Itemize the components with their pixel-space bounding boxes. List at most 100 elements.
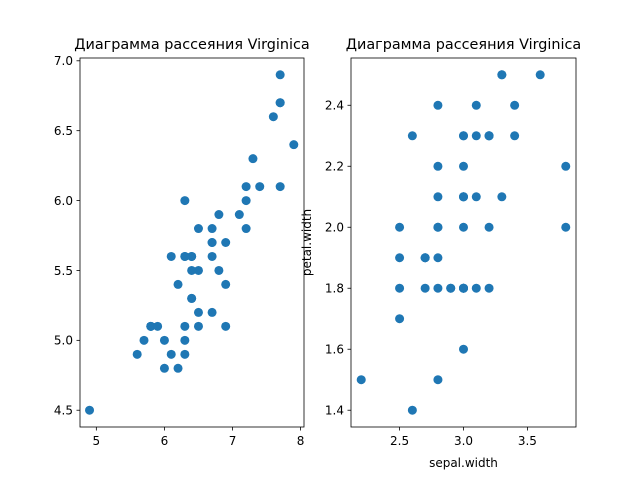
right-scatter-point	[510, 100, 520, 110]
right-scatter-point	[484, 131, 494, 141]
right-scatter-point	[561, 222, 571, 232]
left-points-group	[85, 70, 299, 415]
left-chart-title: Диаграмма рассеяния Virginica	[74, 37, 310, 53]
left-y-tick-label: 7.0	[54, 54, 73, 68]
right-y-tick-label: 1.8	[325, 282, 344, 296]
left-scatter-point	[173, 279, 183, 289]
right-scatter-point	[433, 161, 443, 171]
right-scatter-point	[535, 70, 545, 80]
right-scatter-point	[459, 161, 468, 171]
left-scatter-point	[180, 251, 190, 261]
left-scatter-point	[275, 70, 285, 80]
right-scatter-panel: Диаграмма рассеяния Virginica 2.5 3.0 3.5 …	[300, 37, 581, 470]
right-y-tick-label: 1.4	[325, 404, 344, 418]
left-scatter-point	[193, 224, 203, 234]
right-scatter-point	[484, 283, 494, 293]
right-scatter-point	[433, 222, 443, 232]
right-scatter-point	[433, 283, 443, 293]
left-scatter-point	[241, 224, 251, 234]
right-scatter-point	[459, 192, 468, 202]
right-scatter-point	[395, 314, 405, 324]
right-y-axis-label: petal.width	[300, 209, 314, 276]
right-y-tick-label: 2.2	[325, 160, 344, 174]
right-scatter-point	[420, 283, 430, 293]
right-scatter-point	[433, 375, 443, 385]
left-scatter-point	[166, 251, 176, 261]
left-scatter-point	[241, 182, 251, 192]
right-x-tick-label: 3.5	[518, 434, 537, 448]
left-scatter-point	[207, 251, 217, 261]
left-scatter-point	[193, 307, 203, 317]
left-scatter-point	[207, 238, 217, 247]
left-scatter-point	[159, 335, 169, 345]
right-scatter-point	[497, 70, 507, 80]
left-scatter-point	[234, 210, 244, 220]
right-scatter-point	[459, 222, 468, 232]
left-x-tick-label: 7	[229, 434, 237, 448]
left-scatter-point	[275, 182, 285, 192]
left-y-tick-label: 4.5	[54, 404, 73, 418]
left-scatter-point	[207, 307, 217, 317]
left-scatter-point	[221, 321, 231, 331]
left-scatter-point	[139, 335, 149, 345]
right-points-group	[356, 70, 571, 415]
right-scatter-point	[561, 161, 571, 171]
left-scatter-point	[159, 363, 169, 373]
left-scatter-point	[207, 224, 217, 234]
left-y-tick-label: 6.0	[54, 194, 73, 208]
left-axes-frame	[79, 57, 305, 428]
right-scatter-point	[446, 283, 456, 293]
right-scatter-point	[484, 222, 494, 232]
left-scatter-point	[173, 363, 183, 373]
right-scatter-point	[395, 222, 405, 232]
right-x-ticks: 2.5 3.0 3.5	[390, 427, 537, 448]
right-chart-title: Диаграмма рассеяния Virginica	[346, 37, 582, 53]
right-scatter-point	[471, 100, 481, 110]
right-scatter-point	[433, 192, 443, 202]
left-scatter-point	[193, 265, 203, 275]
right-y-tick-label: 2.4	[325, 99, 344, 113]
right-scatter-point	[420, 253, 430, 263]
right-x-axis-label: sepal.width	[429, 456, 498, 470]
left-scatter-point	[166, 349, 176, 359]
left-scatter-point	[248, 154, 258, 164]
left-scatter-point	[180, 196, 190, 206]
left-y-ticks: 4.5 5.0 5.5 6.0 6.5 7.0	[54, 54, 80, 418]
left-scatter-point	[180, 349, 190, 359]
left-scatter-panel: Диаграмма рассеяния Virginica 5 6 7 8 4.5 5.…	[54, 37, 310, 448]
left-x-tick-label: 8	[297, 434, 305, 448]
left-scatter-point	[221, 238, 231, 247]
left-scatter-point	[180, 321, 190, 331]
right-scatter-point	[433, 253, 443, 263]
left-scatter-point	[180, 335, 190, 345]
left-x-tick-label: 6	[161, 434, 169, 448]
left-scatter-point	[132, 349, 142, 359]
left-scatter-point	[289, 140, 299, 150]
left-scatter-point	[275, 98, 285, 108]
left-x-tick-label: 5	[93, 434, 101, 448]
left-scatter-point	[193, 321, 203, 331]
right-scatter-point	[459, 283, 468, 293]
right-scatter-point	[356, 375, 366, 385]
right-y-tick-label: 1.6	[325, 343, 344, 357]
right-scatter-point	[471, 131, 481, 141]
right-scatter-point	[459, 131, 468, 141]
right-x-tick-label: 2.5	[390, 434, 409, 448]
right-y-tick-label: 2.0	[325, 221, 344, 235]
left-scatter-point	[153, 321, 163, 331]
right-scatter-point	[510, 131, 520, 141]
right-scatter-point	[433, 100, 443, 110]
right-scatter-point	[395, 283, 405, 293]
left-scatter-point	[268, 112, 278, 122]
right-y-ticks: 1.4 1.6 1.8 2.0 2.2 2.4	[325, 99, 351, 418]
right-scatter-point	[407, 131, 417, 141]
left-scatter-point	[187, 251, 197, 261]
left-scatter-point	[85, 405, 95, 415]
left-scatter-point	[255, 182, 265, 192]
left-scatter-point	[187, 265, 197, 275]
left-x-ticks: 5 6 7 8	[93, 427, 305, 448]
right-scatter-point	[395, 253, 405, 263]
right-scatter-point	[497, 192, 507, 202]
left-y-tick-label: 5.5	[54, 264, 73, 278]
